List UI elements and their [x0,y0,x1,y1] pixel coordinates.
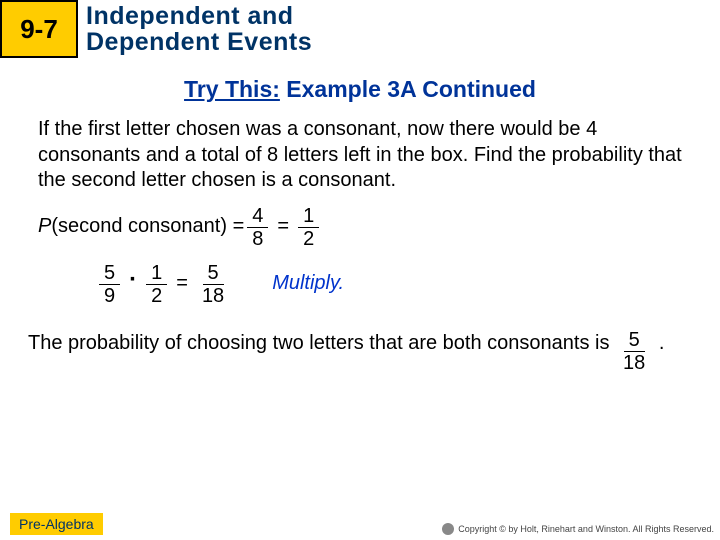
conclusion-after: . [659,332,665,354]
eq1-lhs-rest: (second consonant) = [51,215,244,237]
footer-left-text: Pre-Algebra [19,516,94,532]
eq1-frac2-num: 1 [298,206,319,228]
eq1-P-italic: P [38,215,51,237]
eq2-fracB-num: 1 [146,263,167,285]
conclusion: The probability of choosing two letters … [0,314,720,365]
eq2-fracC-den: 18 [197,285,229,306]
title-line-2: Dependent Events [86,29,720,55]
eq2-fracA: 5 9 [99,263,120,306]
eq2-equals: = [176,271,188,297]
footer-left-badge: Pre-Algebra [10,513,103,535]
eq1-frac2: 1 2 [298,206,319,249]
chapter-title: Independent and Dependent Events [78,0,720,58]
eq1-equals: = [277,214,289,240]
eq2-fracA-den: 9 [99,285,120,306]
eq2-fracA-num: 5 [99,263,120,285]
conclusion-frac-num: 5 [624,330,645,352]
conclusion-frac: 5 18 [618,330,650,373]
eq1-frac1-den: 8 [247,228,268,249]
eq2-comment: Multiply. [272,271,344,297]
eq2-fracB: 1 2 [146,263,167,306]
content-area: If the first letter chosen was a consona… [0,103,720,306]
publisher-logo-icon [442,523,454,535]
paragraph-1: If the first letter chosen was a consona… [38,117,682,194]
eq1-lhs: P(second consonant) = [38,214,244,240]
conclusion-frac-den: 18 [618,352,650,373]
subheader: Try This: Example 3A Continued [0,76,720,103]
title-line-1: Independent and [86,3,720,29]
eq2-fracC: 5 18 [197,263,229,306]
eq2-fracB-den: 2 [146,285,167,306]
equation-row-1: P(second consonant) = 4 8 = 1 2 [38,206,682,249]
equation-row-2: 5 9 · 1 2 = 5 18 Multiply. [96,263,682,306]
eq1-frac2-den: 2 [298,228,319,249]
eq2-fracC-num: 5 [203,263,224,285]
section-number-box: 9-7 [0,0,78,58]
footer-right: Copyright © by Holt, Rinehart and Winsto… [442,523,714,535]
conclusion-before: The probability of choosing two letters … [28,332,609,354]
multiply-dot-icon: · [129,265,137,296]
copyright-text: Copyright © by Holt, Rinehart and Winsto… [458,524,714,534]
section-number: 9-7 [20,14,58,45]
header-bar: 9-7 Independent and Dependent Events [0,0,720,58]
eq1-frac1: 4 8 [247,206,268,249]
eq1-frac1-num: 4 [247,206,268,228]
subheader-rest: Example 3A Continued [280,76,536,102]
subheader-underlined: Try This: [184,76,280,102]
